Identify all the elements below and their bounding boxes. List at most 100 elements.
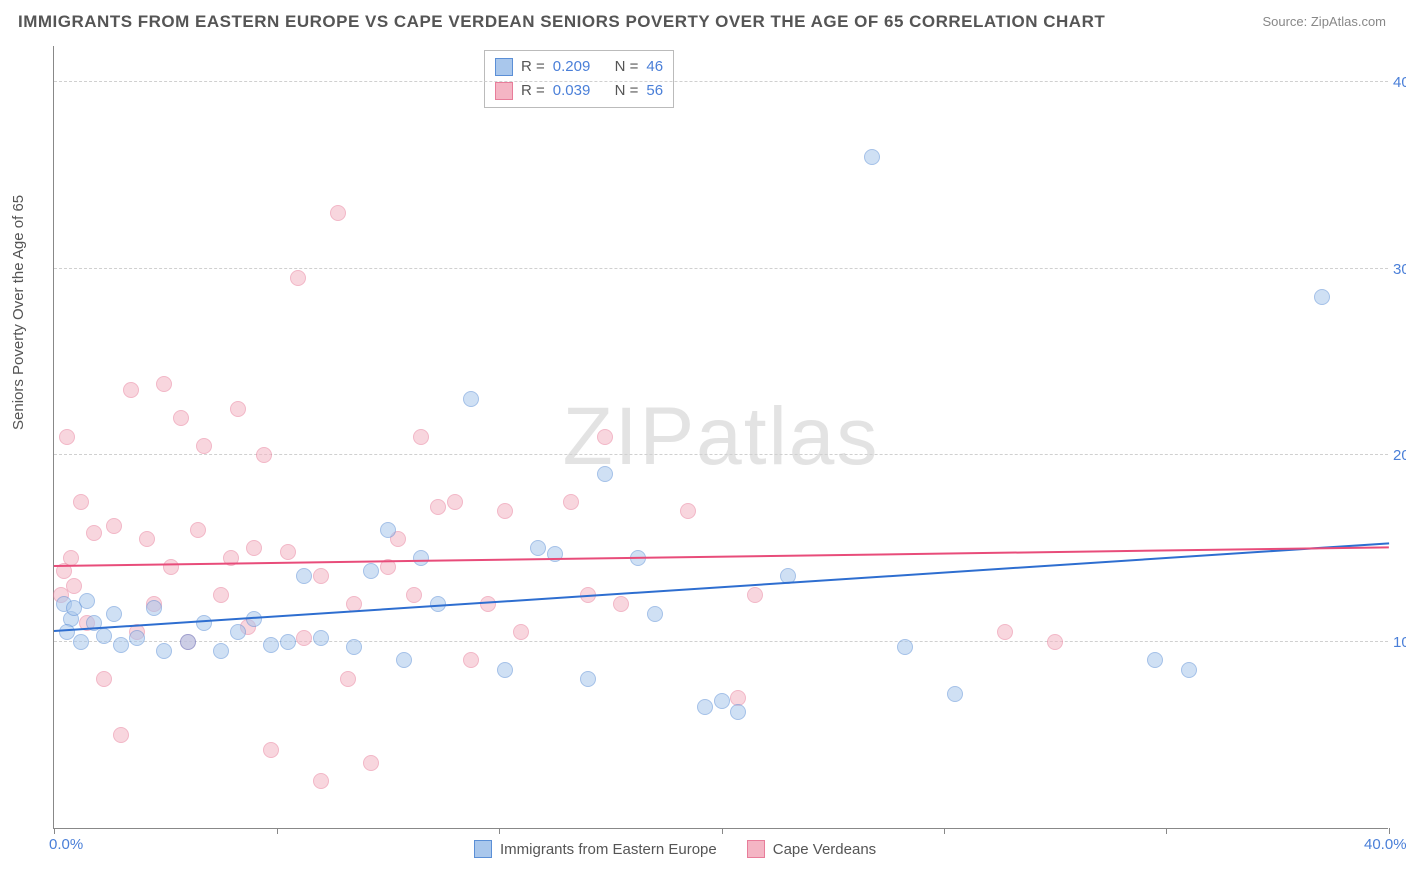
point-series-1 (163, 559, 179, 575)
x-tick-mark (944, 828, 945, 834)
point-series-1 (997, 624, 1013, 640)
stat-r-label: R = (521, 55, 545, 79)
source-attribution: Source: ZipAtlas.com (1262, 14, 1386, 29)
point-series-1 (680, 503, 696, 519)
point-series-1 (190, 522, 206, 538)
point-series-0 (396, 652, 412, 668)
point-series-1 (86, 525, 102, 541)
y-tick-label: 10.0% (1393, 634, 1406, 651)
point-series-1 (96, 671, 112, 687)
y-axis-label: Seniors Poverty Over the Age of 65 (10, 195, 27, 430)
point-series-1 (263, 742, 279, 758)
point-series-0 (196, 615, 212, 631)
stat-n-label: N = (615, 79, 639, 103)
point-series-1 (613, 596, 629, 612)
point-series-1 (106, 518, 122, 534)
point-series-0 (346, 639, 362, 655)
point-series-0 (73, 634, 89, 650)
legend-item-1: Cape Verdeans (747, 840, 876, 858)
point-series-1 (196, 438, 212, 454)
point-series-1 (363, 755, 379, 771)
series-swatch-1 (495, 82, 513, 100)
point-series-0 (363, 563, 379, 579)
legend-label-0: Immigrants from Eastern Europe (500, 841, 717, 858)
point-series-1 (1047, 634, 1063, 650)
point-series-1 (430, 499, 446, 515)
point-series-0 (313, 630, 329, 646)
legend-item-0: Immigrants from Eastern Europe (474, 840, 717, 858)
point-series-1 (413, 429, 429, 445)
stat-r-label: R = (521, 79, 545, 103)
series-swatch-0 (495, 58, 513, 76)
legend: Immigrants from Eastern Europe Cape Verd… (474, 840, 876, 858)
x-tick-mark (277, 828, 278, 834)
point-series-1 (63, 550, 79, 566)
x-tick-mark (722, 828, 723, 834)
stat-n-label: N = (615, 55, 639, 79)
x-tick-mark (54, 828, 55, 834)
point-series-0 (380, 522, 396, 538)
point-series-0 (156, 643, 172, 659)
stats-row: R = 0.209 N = 46 (495, 55, 663, 79)
point-series-0 (263, 637, 279, 653)
legend-label-1: Cape Verdeans (773, 841, 876, 858)
point-series-0 (497, 662, 513, 678)
point-series-0 (113, 637, 129, 653)
point-series-1 (173, 410, 189, 426)
point-series-1 (296, 630, 312, 646)
y-tick-label: 20.0% (1393, 447, 1406, 464)
point-series-1 (330, 205, 346, 221)
point-series-1 (340, 671, 356, 687)
point-series-1 (256, 447, 272, 463)
point-series-0 (530, 540, 546, 556)
point-series-1 (513, 624, 529, 640)
point-series-0 (230, 624, 246, 640)
stat-n-value-1: 56 (646, 79, 663, 103)
point-series-1 (463, 652, 479, 668)
point-series-0 (129, 630, 145, 646)
point-series-1 (66, 578, 82, 594)
stats-box: R = 0.209 N = 46 R = 0.039 N = 56 (484, 50, 674, 108)
point-series-0 (79, 593, 95, 609)
x-tick-label: 0.0% (49, 836, 83, 853)
x-tick-label: 40.0% (1364, 836, 1406, 853)
stats-row: R = 0.039 N = 56 (495, 79, 663, 103)
point-series-0 (647, 606, 663, 622)
point-series-1 (313, 568, 329, 584)
point-series-0 (146, 600, 162, 616)
point-series-0 (864, 149, 880, 165)
point-series-0 (413, 550, 429, 566)
point-series-1 (290, 270, 306, 286)
x-tick-mark (1166, 828, 1167, 834)
point-series-0 (106, 606, 122, 622)
point-series-1 (597, 429, 613, 445)
gridline-h (54, 81, 1388, 82)
stat-n-value-0: 46 (646, 55, 663, 79)
point-series-0 (1314, 289, 1330, 305)
y-tick-label: 30.0% (1393, 261, 1406, 278)
point-series-1 (747, 587, 763, 603)
x-tick-mark (1389, 828, 1390, 834)
point-series-1 (246, 540, 262, 556)
point-series-1 (139, 531, 155, 547)
stat-r-value-1: 0.039 (553, 79, 591, 103)
point-series-1 (563, 494, 579, 510)
point-series-1 (156, 376, 172, 392)
point-series-0 (897, 639, 913, 655)
point-series-0 (280, 634, 296, 650)
point-series-0 (714, 693, 730, 709)
point-series-1 (73, 494, 89, 510)
point-series-1 (480, 596, 496, 612)
legend-swatch-1 (747, 840, 765, 858)
point-series-0 (947, 686, 963, 702)
point-series-0 (1181, 662, 1197, 678)
point-series-0 (213, 643, 229, 659)
point-series-1 (59, 429, 75, 445)
point-series-1 (230, 401, 246, 417)
legend-swatch-0 (474, 840, 492, 858)
plot-area: ZIPatlas R = 0.209 N = 46 R = 0.039 N = … (53, 46, 1388, 829)
point-series-1 (447, 494, 463, 510)
point-series-0 (597, 466, 613, 482)
point-series-0 (1147, 652, 1163, 668)
point-series-1 (123, 382, 139, 398)
